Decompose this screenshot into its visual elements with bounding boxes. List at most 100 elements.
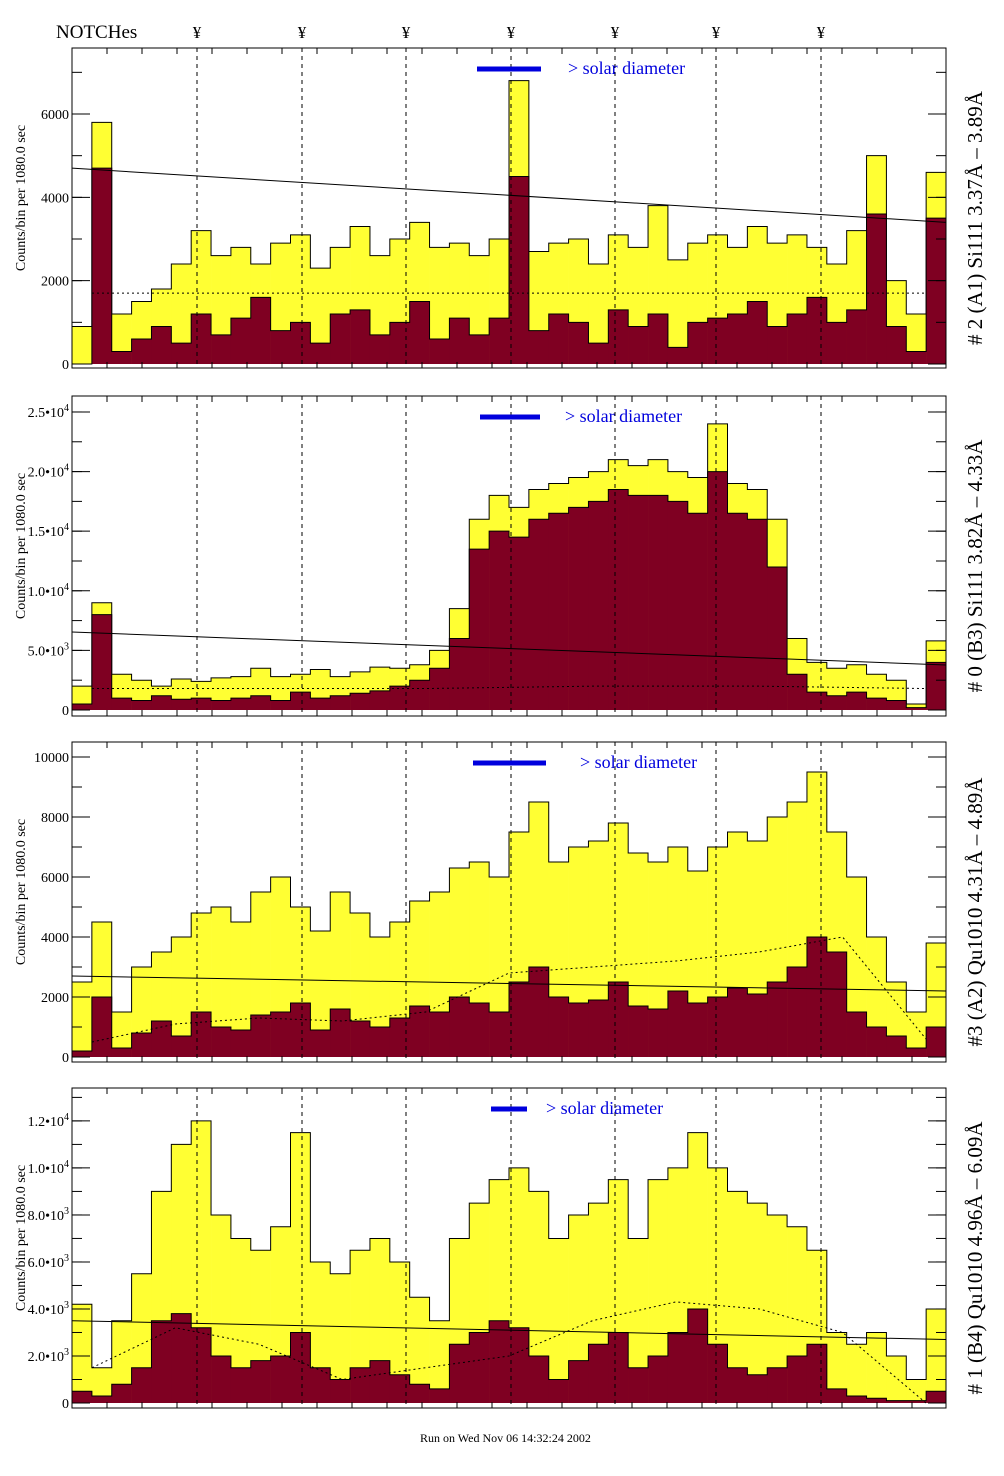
histogram-bar-subset: [250, 1360, 271, 1403]
solar-diameter-label: > solar diameter: [568, 58, 685, 78]
histogram-bar-total: [72, 326, 93, 364]
histogram-bar-subset: [270, 1012, 291, 1057]
y-tick-label: 1.0•104: [28, 1159, 69, 1177]
panel-1: 0 5.0•103 1.0•104 1.5•104 2.0•104 2.5•104 > so…: [14, 395, 987, 719]
y-axis-label: Counts/bin per 1080.0 sec: [14, 125, 29, 271]
histogram-bar-total: [330, 1273, 351, 1403]
histogram-bar-subset: [747, 301, 768, 364]
histogram-bar-subset: [548, 997, 569, 1057]
y-tick-label: 1.2•104: [28, 1112, 69, 1130]
histogram-bar-subset: [111, 698, 132, 710]
histogram-bar-subset: [926, 1391, 947, 1403]
histogram-bar-subset: [250, 695, 271, 710]
y-tick-label: 1.0•104: [28, 582, 69, 600]
histogram-bar-subset: [906, 1400, 927, 1403]
histogram-bar-subset: [707, 471, 728, 710]
histogram-bar-subset: [628, 495, 649, 710]
histogram-bar-subset: [270, 1355, 291, 1403]
fit-line: [71, 975, 947, 992]
histogram-bar-subset: [687, 513, 708, 710]
background-curve: [91, 936, 927, 1043]
histogram-bar-subset: [131, 700, 152, 710]
histogram-bar-subset: [568, 1360, 589, 1403]
histogram-bar-subset: [310, 1030, 331, 1057]
histogram-bar-subset: [548, 1379, 569, 1403]
histogram-bar-subset: [528, 967, 550, 1057]
histogram-bar-subset: [230, 1030, 252, 1057]
histogram-bar-subset: [369, 690, 391, 710]
histogram-bar-subset: [91, 1395, 113, 1403]
y-axis-label: Counts/bin per 1080.0 sec: [14, 1165, 29, 1311]
histogram-bar-subset: [131, 339, 152, 364]
histogram-bar-subset: [747, 1374, 768, 1403]
y-tick-label: 4.0•103: [28, 1300, 69, 1318]
histogram-bar-subset: [449, 638, 470, 710]
histogram-bar-total: [72, 982, 93, 1057]
histogram-bar-total: [667, 259, 689, 364]
histogram-bar-subset: [727, 314, 748, 364]
histogram-bar-subset: [171, 343, 192, 364]
histogram-bar-subset: [886, 326, 907, 364]
panel-title: # 2 (A1) Si111 3.37Å – 3.89Å: [963, 90, 987, 345]
histogram-bar-subset: [489, 318, 510, 364]
histogram-bar-total: [211, 907, 232, 1057]
notch-symbol: ¥: [507, 23, 516, 42]
histogram-outline-subset: [71, 936, 947, 1057]
histogram-bar-subset: [429, 1012, 450, 1057]
histogram-bar-total: [409, 1297, 430, 1403]
histogram-outline-subset: [72, 167, 947, 365]
notch-symbol: ¥: [817, 23, 826, 42]
y-tick-label: 2000: [41, 275, 69, 290]
histogram-bar-subset: [707, 1344, 728, 1403]
histogram-bar-subset: [509, 537, 530, 710]
histogram-bar-total: [548, 1238, 569, 1403]
fit-line: [71, 1320, 947, 1341]
histogram-bar-subset: [727, 988, 748, 1057]
y-tick-label: 1.5•104: [28, 522, 69, 540]
histogram-bar-subset: [230, 1367, 252, 1403]
histogram-bar-subset: [727, 1367, 748, 1403]
histogram-bar-subset: [608, 1332, 629, 1403]
histogram-bar-subset: [548, 513, 569, 710]
histogram-panels: 0 2000 4000 6000 > solar diameter Counts/bin …: [14, 47, 987, 1412]
histogram-bar-subset: [191, 314, 212, 364]
histogram-bar-subset: [250, 1015, 271, 1057]
histogram-bar-subset: [568, 322, 589, 364]
histogram-bar-total: [568, 1214, 589, 1403]
histogram-bar-total: [648, 862, 669, 1057]
histogram-bar-subset: [171, 1036, 192, 1057]
histogram-bar-subset: [211, 700, 232, 710]
histogram-bar-subset: [628, 1367, 649, 1403]
histogram-bar-subset: [489, 1320, 510, 1403]
histogram-bar-subset: [290, 322, 311, 364]
notches-label: NOTCHes: [56, 22, 137, 43]
histogram-bar-subset: [747, 994, 768, 1057]
notch-symbol: ¥: [402, 23, 411, 42]
histogram-bar-subset: [707, 318, 728, 364]
histogram-bar-total: [389, 1261, 410, 1403]
histogram-bar-subset: [608, 489, 629, 710]
y-tick-label: 2000: [41, 991, 69, 1006]
histogram-bar-subset: [528, 330, 550, 364]
y-tick-label: 0: [62, 1051, 69, 1066]
histogram-bar-subset: [171, 699, 192, 710]
histogram-bar-subset: [72, 1391, 93, 1403]
histogram-bar-subset: [687, 322, 708, 364]
histogram-bar-subset: [310, 698, 331, 710]
panel-3: 0 2.0•103 4.0•103 6.0•103 8.0•103 1.0•104 1.2•…: [14, 1087, 987, 1412]
histogram-bar-subset: [846, 1395, 867, 1403]
histogram-bar-subset: [727, 513, 748, 710]
panel-title: #3 (A2) Qu1010 4.31Å – 4.89Å: [963, 777, 987, 1047]
histogram-bar-subset: [926, 1027, 947, 1057]
plot-frame: [71, 47, 947, 369]
histogram-bar-subset: [866, 214, 887, 364]
histogram-bar-subset: [628, 1006, 649, 1057]
histogram-bar-total: [906, 1012, 927, 1057]
y-axis-label: Counts/bin per 1080.0 sec: [14, 473, 29, 619]
histogram-bar-subset: [687, 1003, 708, 1057]
histogram-bar-subset: [389, 1018, 410, 1057]
histogram-bar-subset: [648, 1355, 669, 1403]
histogram-bar-total: [528, 1191, 550, 1403]
panel-2: 0 2000 4000 6000 8000 10000 > solar diameter Co…: [14, 741, 987, 1066]
histogram-bar-subset: [826, 695, 847, 710]
